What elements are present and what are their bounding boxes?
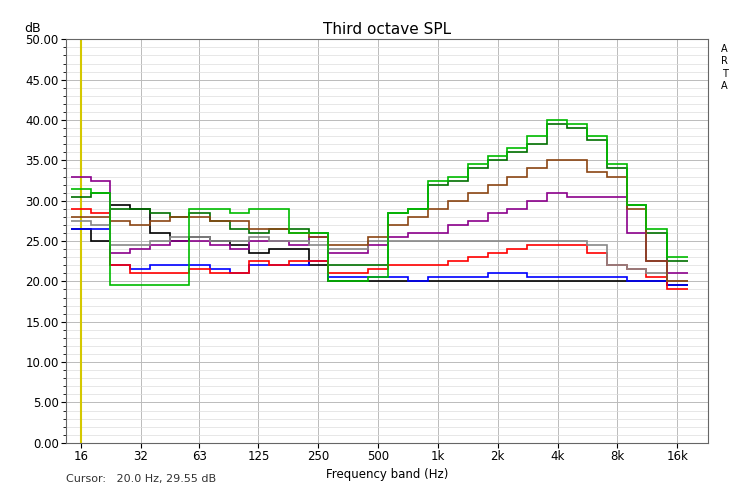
Text: dB: dB xyxy=(24,22,41,35)
Title: Third octave SPL: Third octave SPL xyxy=(323,22,452,37)
Text: A: A xyxy=(722,44,728,54)
Text: A: A xyxy=(722,81,728,91)
Text: T: T xyxy=(722,69,728,79)
X-axis label: Frequency band (Hz): Frequency band (Hz) xyxy=(326,467,449,481)
Text: Cursor:   20.0 Hz, 29.55 dB: Cursor: 20.0 Hz, 29.55 dB xyxy=(66,474,216,484)
Text: R: R xyxy=(721,57,728,66)
